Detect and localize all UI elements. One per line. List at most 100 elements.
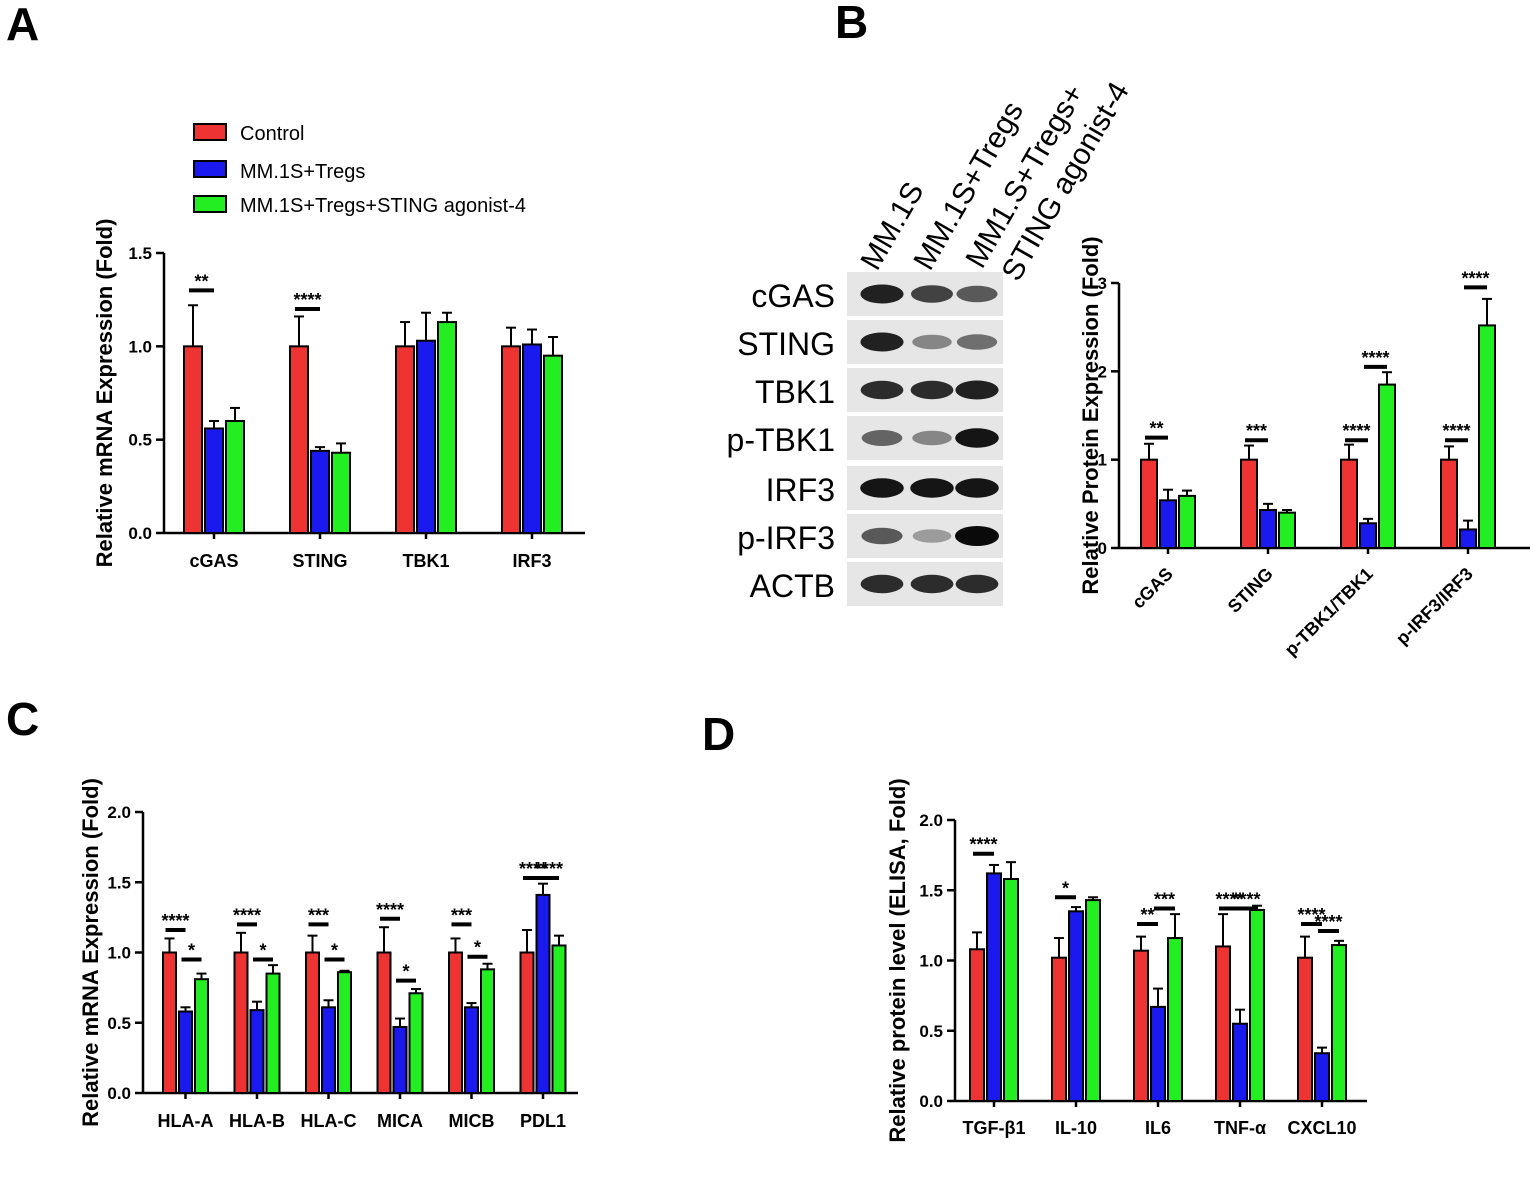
bar <box>1249 908 1265 1102</box>
y-tick-label: 0.5 <box>107 1014 131 1033</box>
y-axis-title: Relative mRNA Expression (Fold) <box>92 219 117 568</box>
bar <box>543 354 563 534</box>
bar <box>331 451 351 535</box>
y-axis-title: Relative protein level (ELISA, Fold) <box>885 778 910 1142</box>
significance-label: **** <box>1314 912 1342 932</box>
bar <box>395 345 415 535</box>
bar <box>437 321 457 535</box>
y-tick-label: 3 <box>1098 274 1107 293</box>
bar <box>249 1009 265 1094</box>
bar <box>1378 383 1396 550</box>
blot-band <box>955 428 999 448</box>
x-tick-label: IL6 <box>1145 1118 1171 1138</box>
x-tick-label: HLA-A <box>158 1111 214 1131</box>
x-tick-label: IRF3 <box>512 551 551 571</box>
significance-label: * <box>331 941 338 961</box>
bar <box>204 427 224 535</box>
y-tick-label: 0 <box>1098 539 1107 558</box>
significance-label: **** <box>233 905 261 925</box>
significance-label: **** <box>161 911 189 931</box>
blot-band <box>860 332 904 352</box>
blot-label-irf3: IRF3 <box>766 472 835 508</box>
y-tick-label: 2 <box>1098 362 1107 381</box>
significance-label: **** <box>293 290 321 310</box>
bar <box>535 893 551 1095</box>
x-tick-label: MICB <box>449 1111 495 1131</box>
bar <box>551 944 567 1094</box>
bar <box>233 951 249 1094</box>
bar <box>1297 956 1313 1102</box>
x-tick-label: cGAS <box>189 551 238 571</box>
bar <box>183 345 203 535</box>
significance-label: **** <box>519 859 547 879</box>
blot-band <box>912 430 952 446</box>
y-tick-label: 1.0 <box>128 337 152 356</box>
panel-label-d: D <box>702 708 735 760</box>
bar <box>337 971 352 1094</box>
significance-label: ** <box>1149 419 1163 439</box>
panel-label-b: B <box>835 0 868 48</box>
x-tick-label: TGF-β1 <box>963 1118 1026 1138</box>
blot-label-p-irf3: p-IRF3 <box>737 520 835 556</box>
x-tick-label: HLA-B <box>229 1111 285 1131</box>
blot-label-p-tbk1: p-TBK1 <box>727 422 835 458</box>
significance-label: **** <box>1442 421 1470 441</box>
significance-label: * <box>259 941 266 961</box>
x-tick-label: cGAS <box>1128 564 1177 613</box>
bar <box>480 968 495 1094</box>
x-tick-label: IL-10 <box>1055 1118 1097 1138</box>
blot-band <box>910 380 954 400</box>
bar <box>310 449 330 534</box>
significance-label: ** <box>194 271 208 291</box>
significance-label: **** <box>1461 268 1489 288</box>
x-tick-label: CXCL10 <box>1287 1118 1356 1138</box>
blot-label-actb: ACTB <box>750 568 835 604</box>
y-tick-label: 2.0 <box>919 811 943 830</box>
chart-a: 0.0 0.5 1.0 1.5 Relative mRNA Expression (Fo… <box>92 219 585 571</box>
y-tick-label: 0.5 <box>919 1022 943 1041</box>
bar <box>522 343 542 535</box>
bar <box>1051 956 1067 1102</box>
legend-label-control: Control <box>240 123 304 145</box>
blot-band <box>860 380 904 400</box>
significance-label: **** <box>1342 421 1370 441</box>
y-tick-label: 1.0 <box>107 944 131 963</box>
bar <box>1440 458 1458 549</box>
bar <box>178 1010 193 1095</box>
blot-band <box>955 526 999 546</box>
y-tick-label: 1.0 <box>919 952 943 971</box>
bar <box>305 951 320 1094</box>
legend-swatch-agonist <box>193 195 227 213</box>
bar <box>1133 949 1149 1102</box>
blot-band <box>910 574 954 594</box>
bar <box>1159 499 1177 549</box>
panel-label-c: C <box>6 693 39 745</box>
bar <box>416 339 436 534</box>
significance-label: **** <box>376 900 404 920</box>
blot-band <box>956 334 998 350</box>
significance-label: **** <box>535 859 563 879</box>
significance-label: * <box>402 962 409 982</box>
bar <box>1278 511 1296 550</box>
bar <box>464 1006 479 1094</box>
bar <box>1359 522 1377 549</box>
bar <box>1340 458 1358 549</box>
blot-band <box>955 380 999 400</box>
y-tick-label: 1.5 <box>107 873 131 892</box>
significance-label: *** <box>1246 421 1267 441</box>
significance-label: *** <box>308 905 329 925</box>
bar <box>1259 509 1277 549</box>
bar <box>1240 458 1258 549</box>
significance-label: **** <box>1361 348 1389 368</box>
significance-label: *** <box>451 905 472 925</box>
significance-label: * <box>1062 878 1069 898</box>
y-axis-title: Relative Protein Expression (Fold) <box>1078 236 1103 594</box>
x-tick-label: TNF-α <box>1214 1118 1266 1138</box>
bar <box>1459 528 1477 550</box>
bar <box>501 345 521 535</box>
bar <box>1085 899 1101 1103</box>
significance-label: * <box>474 938 481 958</box>
x-tick-label: HLA-C <box>301 1111 357 1131</box>
